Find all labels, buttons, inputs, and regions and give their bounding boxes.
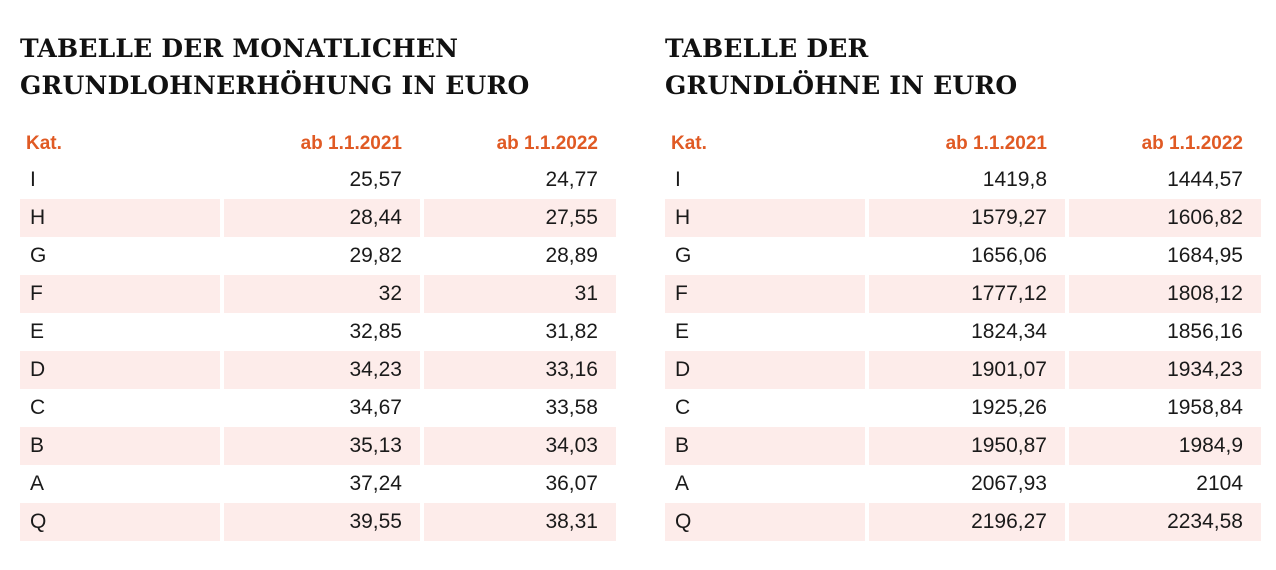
column-header-2022: ab 1.1.2022: [496, 132, 598, 154]
table-row: D 34,23 33,16: [20, 351, 616, 389]
title-line-2: GRUNDLÖHNE IN EURO: [665, 71, 1018, 100]
table-row: E 1824,34 1856,16: [665, 313, 1261, 351]
value-2022-cell: 33,58: [420, 389, 616, 427]
value-2021-cell: 2067,93: [865, 465, 1065, 503]
category-cell: D: [20, 351, 220, 389]
table-header-row: Kat. ab 1.1.2021 ab 1.1.2022: [20, 126, 616, 161]
category-cell: E: [30, 320, 45, 343]
value-2021-cell: 1579,27: [865, 199, 1065, 237]
table-monthly-increase: Kat. ab 1.1.2021 ab 1.1.2022 I 25,57 24,…: [20, 126, 616, 541]
title-line-1: TABELLE DER: [665, 34, 869, 63]
value-2022-cell: 1856,16: [1065, 313, 1261, 351]
value-2021-cell: 1950,87: [865, 427, 1065, 465]
category-cell: E: [675, 320, 690, 343]
panel-base-wages: TABELLE DER GRUNDLÖHNE IN EURO Kat. ab 1…: [665, 30, 1261, 541]
value-2022-cell: 2104: [1065, 465, 1261, 503]
value-2022-cell: 38,31: [420, 503, 616, 541]
table-row: A 2067,93 2104: [665, 465, 1261, 503]
value-2021-cell: 1901,07: [865, 351, 1065, 389]
table-row: H 1579,27 1606,82: [665, 199, 1261, 237]
table-row: F 1777,12 1808,12: [665, 275, 1261, 313]
table-row: B 35,13 34,03: [20, 427, 616, 465]
value-2021-cell: 34,23: [220, 351, 420, 389]
value-2021-cell: 2196,27: [865, 503, 1065, 541]
table-row: A 37,24 36,07: [20, 465, 616, 503]
category-cell: F: [20, 275, 220, 313]
value-2022-cell: 1444,57: [1065, 161, 1261, 199]
value-2021-cell: 32,85: [220, 313, 420, 351]
value-2021-cell: 35,13: [220, 427, 420, 465]
category-cell: I: [675, 168, 681, 191]
value-2022-cell: 1984,9: [1065, 427, 1261, 465]
value-2022-cell: 33,16: [420, 351, 616, 389]
category-cell: H: [20, 199, 220, 237]
category-cell: I: [30, 168, 36, 191]
category-cell: F: [665, 275, 865, 313]
category-cell: Q: [20, 503, 220, 541]
category-cell: Q: [665, 503, 865, 541]
value-2021-cell: 32: [220, 275, 420, 313]
table-row: F 32 31: [20, 275, 616, 313]
category-cell: B: [20, 427, 220, 465]
category-cell: H: [665, 199, 865, 237]
column-header-2021: ab 1.1.2021: [300, 132, 402, 154]
category-cell: B: [665, 427, 865, 465]
value-2022-cell: 27,55: [420, 199, 616, 237]
value-2022-cell: 28,89: [420, 237, 616, 275]
table-title-base-wages: TABELLE DER GRUNDLÖHNE IN EURO: [665, 30, 1261, 104]
value-2021-cell: 1656,06: [865, 237, 1065, 275]
table-row: C 1925,26 1958,84: [665, 389, 1261, 427]
value-2021-cell: 29,82: [220, 237, 420, 275]
table-row: I 1419,8 1444,57: [665, 161, 1261, 199]
value-2022-cell: 31: [420, 275, 616, 313]
value-2021-cell: 1824,34: [865, 313, 1065, 351]
category-cell: G: [30, 244, 47, 267]
column-header-category: Kat.: [671, 132, 707, 154]
table-row: Q 2196,27 2234,58: [665, 503, 1261, 541]
table-row: G 1656,06 1684,95: [665, 237, 1261, 275]
table-row: G 29,82 28,89: [20, 237, 616, 275]
value-2021-cell: 25,57: [220, 161, 420, 199]
category-cell: A: [675, 472, 690, 495]
category-cell: G: [675, 244, 692, 267]
value-2022-cell: 34,03: [420, 427, 616, 465]
table-row: B 1950,87 1984,9: [665, 427, 1261, 465]
category-cell: D: [665, 351, 865, 389]
value-2022-cell: 1684,95: [1065, 237, 1261, 275]
category-cell: C: [30, 396, 46, 419]
column-header-category: Kat.: [26, 132, 62, 154]
value-2021-cell: 28,44: [220, 199, 420, 237]
value-2021-cell: 39,55: [220, 503, 420, 541]
value-2022-cell: 31,82: [420, 313, 616, 351]
title-line-1: TABELLE DER MONATLICHEN: [20, 34, 459, 63]
title-line-2: GRUNDLOHNERHÖHUNG IN EURO: [20, 71, 530, 100]
value-2022-cell: 2234,58: [1065, 503, 1261, 541]
table-row: H 28,44 27,55: [20, 199, 616, 237]
table-header-row: Kat. ab 1.1.2021 ab 1.1.2022: [665, 126, 1261, 161]
table-row: D 1901,07 1934,23: [665, 351, 1261, 389]
panel-monthly-increase: TABELLE DER MONATLICHEN GRUNDLOHNERHÖHUN…: [20, 30, 616, 541]
table-base-wages: Kat. ab 1.1.2021 ab 1.1.2022 I 1419,8 14…: [665, 126, 1261, 541]
category-cell: C: [675, 396, 691, 419]
column-header-2021: ab 1.1.2021: [945, 132, 1047, 154]
value-2022-cell: 1808,12: [1065, 275, 1261, 313]
column-header-2022: ab 1.1.2022: [1141, 132, 1243, 154]
category-cell: A: [30, 472, 45, 495]
table-row: I 25,57 24,77: [20, 161, 616, 199]
table-row: E 32,85 31,82: [20, 313, 616, 351]
value-2022-cell: 1606,82: [1065, 199, 1261, 237]
value-2021-cell: 1777,12: [865, 275, 1065, 313]
value-2022-cell: 36,07: [420, 465, 616, 503]
table-title-monthly-increase: TABELLE DER MONATLICHEN GRUNDLOHNERHÖHUN…: [20, 30, 616, 104]
value-2022-cell: 1958,84: [1065, 389, 1261, 427]
value-2021-cell: 1419,8: [865, 161, 1065, 199]
value-2022-cell: 24,77: [420, 161, 616, 199]
value-2021-cell: 37,24: [220, 465, 420, 503]
value-2021-cell: 1925,26: [865, 389, 1065, 427]
value-2021-cell: 34,67: [220, 389, 420, 427]
table-row: C 34,67 33,58: [20, 389, 616, 427]
table-row: Q 39,55 38,31: [20, 503, 616, 541]
value-2022-cell: 1934,23: [1065, 351, 1261, 389]
